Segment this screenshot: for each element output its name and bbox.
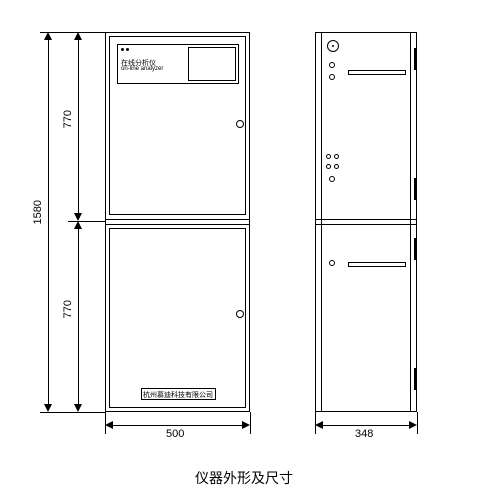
side-port: [329, 260, 335, 266]
hinge: [414, 48, 417, 70]
dim-1580: 1580: [32, 200, 44, 224]
dim-arrow: [105, 421, 113, 429]
dim-arrow: [74, 213, 82, 221]
side-port: [329, 176, 335, 182]
front-lower-door: [109, 228, 246, 408]
company-label: 杭州慕迪科技有限公司: [143, 390, 213, 400]
dim-arrow: [74, 221, 82, 229]
ext-line: [417, 412, 418, 434]
side-port: [326, 164, 331, 169]
logo-dot: [126, 48, 129, 51]
side-split-below: [315, 224, 417, 225]
dim-arrow: [74, 404, 82, 412]
dim-arrow: [44, 404, 52, 412]
dim-770-lower: 770: [62, 300, 74, 318]
front-upper-handle: [236, 120, 244, 128]
dim-770l-line: [78, 225, 79, 408]
dim-348: 348: [355, 428, 373, 440]
dim-770u-line: [78, 36, 79, 217]
dim-arrow: [44, 32, 52, 40]
front-split: [105, 219, 250, 220]
ext-line: [250, 412, 251, 434]
hinge: [414, 368, 417, 390]
side-port: [329, 74, 335, 80]
dim-arrow: [315, 421, 323, 429]
dim-arrow: [74, 32, 82, 40]
screen: [188, 47, 236, 81]
side-port: [329, 62, 335, 68]
dim-500: 500: [166, 428, 184, 440]
dim-arrow: [409, 421, 417, 429]
dim-arrow: [242, 421, 250, 429]
front-split-below: [105, 224, 250, 225]
side-inner-line-2: [321, 32, 322, 412]
dim-500-line: [109, 425, 246, 426]
front-lower-handle: [236, 310, 244, 318]
caption: 仪器外形及尺寸: [195, 468, 293, 488]
dim-770-upper: 770: [62, 110, 74, 128]
hinge: [414, 178, 417, 200]
side-slot-lower: [348, 262, 406, 267]
ext-line: [40, 412, 105, 413]
side-cabinet: [315, 32, 417, 412]
side-split: [315, 219, 417, 220]
side-inner-line: [410, 32, 411, 412]
product-label-2: on-line analyzer: [121, 66, 163, 72]
side-port: [326, 154, 331, 159]
dim-348-line: [319, 425, 413, 426]
vent-pattern: [332, 45, 334, 47]
hinge: [414, 238, 417, 260]
side-slot-upper: [348, 70, 406, 75]
side-port: [334, 154, 339, 159]
logo-dot: [121, 48, 124, 51]
side-port: [334, 164, 339, 169]
drawing-canvas: 在线分析仪 on-line analyzer 杭州慕迪科技有限公司: [0, 0, 500, 500]
dim-1580-line: [48, 36, 49, 408]
